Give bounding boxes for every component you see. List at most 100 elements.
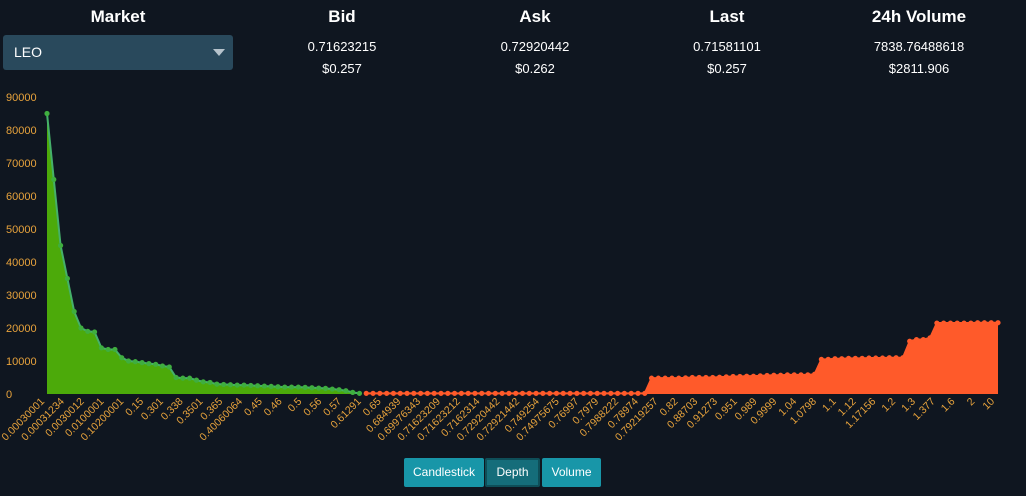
ask-point xyxy=(941,320,947,326)
ask-point xyxy=(608,390,614,396)
x-tick-label: 1.2 xyxy=(879,396,898,415)
ask-point xyxy=(390,390,397,396)
ask-point xyxy=(594,390,600,396)
x-tick-label: 0.46 xyxy=(262,396,285,419)
bid-point xyxy=(261,383,267,389)
ask-point xyxy=(744,373,750,379)
volume-header: 24h Volume xyxy=(871,7,967,26)
ask-point xyxy=(845,355,852,361)
bid-point xyxy=(71,308,77,315)
ask-point xyxy=(961,320,967,326)
tab-candlestick[interactable]: Candlestick xyxy=(404,458,484,487)
ask-point xyxy=(581,390,587,396)
ask-point xyxy=(472,390,478,396)
ask-point xyxy=(411,390,417,396)
ask-point xyxy=(533,390,539,396)
ask-point xyxy=(669,375,675,381)
ask-point xyxy=(703,374,709,381)
ask-point xyxy=(397,390,403,396)
ask-point xyxy=(934,320,940,326)
ask-point xyxy=(540,390,546,396)
last-usd: $0.257 xyxy=(707,61,747,76)
x-tick-label: 1.6 xyxy=(939,396,958,415)
ask-point xyxy=(438,390,444,396)
ask-point xyxy=(676,375,682,381)
ask-point xyxy=(784,372,791,378)
ask-point xyxy=(981,320,988,326)
ask-point xyxy=(975,320,981,326)
x-tick-label: 10 xyxy=(980,396,997,413)
ask-point xyxy=(716,374,723,380)
ask-point xyxy=(384,390,390,396)
ask-point xyxy=(954,320,960,326)
ask-point xyxy=(642,390,648,396)
ask-point xyxy=(852,355,858,361)
bid-point xyxy=(119,355,125,361)
bid-point xyxy=(343,388,349,394)
bid-point xyxy=(173,374,179,381)
bid-point xyxy=(248,382,254,389)
bid-point xyxy=(193,377,200,383)
ask-point xyxy=(805,372,811,378)
ask-point xyxy=(662,375,668,381)
ask-price: 0.72920442 xyxy=(500,39,570,54)
volume-value: 7838.76488618 xyxy=(873,39,965,54)
ask-point xyxy=(519,390,526,396)
market-select[interactable]: LEO xyxy=(3,35,233,70)
ask-point xyxy=(621,390,627,396)
ask-point xyxy=(404,390,410,396)
bid-point xyxy=(187,375,193,381)
last-header: Last xyxy=(709,7,745,26)
y-tick-label: 80000 xyxy=(6,125,37,137)
ask-point xyxy=(553,390,560,396)
ask-point xyxy=(547,390,553,396)
ask-point xyxy=(764,372,770,379)
x-tick-label: 0.56 xyxy=(301,396,324,419)
tab-volume[interactable]: Volume xyxy=(542,458,601,487)
bid-point xyxy=(268,383,274,390)
ask-point xyxy=(995,320,1001,326)
ask-point xyxy=(947,320,954,326)
ask-point xyxy=(818,356,824,362)
bid-point xyxy=(132,359,138,365)
bid-point xyxy=(234,382,240,388)
ask-point xyxy=(710,374,716,381)
market-select-value: LEO xyxy=(14,44,43,60)
y-axis: 0 10000 20000 30000 40000 50000 60000 70000 8000… xyxy=(6,92,37,401)
ask-point xyxy=(825,356,831,362)
ask-point xyxy=(723,374,729,380)
ask-point xyxy=(574,390,580,396)
ask-point xyxy=(859,355,865,361)
ask-point xyxy=(832,356,838,362)
ask-point xyxy=(798,372,804,378)
ask-point xyxy=(900,355,906,361)
depth-chart: 0 10000 20000 30000 40000 50000 60000 70000 8000… xyxy=(0,92,1001,444)
y-tick-label: 0 xyxy=(6,389,12,401)
ask-point xyxy=(988,320,994,326)
bid-point xyxy=(227,382,234,388)
ask-point xyxy=(445,390,451,396)
bid-point xyxy=(356,390,363,396)
bid-header: Bid xyxy=(328,7,356,26)
bid-point xyxy=(64,275,70,282)
bid-usd: $0.257 xyxy=(322,61,362,76)
ask-point xyxy=(778,372,784,378)
ask-point xyxy=(730,373,736,380)
bid-point xyxy=(275,384,281,390)
bid-point xyxy=(91,329,98,335)
bid-point xyxy=(105,346,111,353)
ask-point xyxy=(648,375,655,381)
bid-point xyxy=(329,386,335,392)
y-tick-label: 30000 xyxy=(6,290,37,302)
bid-point xyxy=(153,361,159,367)
x-axis: 0.000300010.000312340.00300120.01000010.… xyxy=(0,396,997,444)
bid-point xyxy=(57,242,64,249)
x-tick-label: 0.45 xyxy=(242,396,265,419)
ask-point xyxy=(907,338,913,344)
y-tick-label: 40000 xyxy=(6,257,37,269)
ask-point xyxy=(689,374,695,381)
ask-point xyxy=(696,374,702,381)
bid-point xyxy=(146,361,152,367)
tab-depth[interactable]: Depth xyxy=(485,458,540,487)
ask-series xyxy=(363,320,1001,396)
